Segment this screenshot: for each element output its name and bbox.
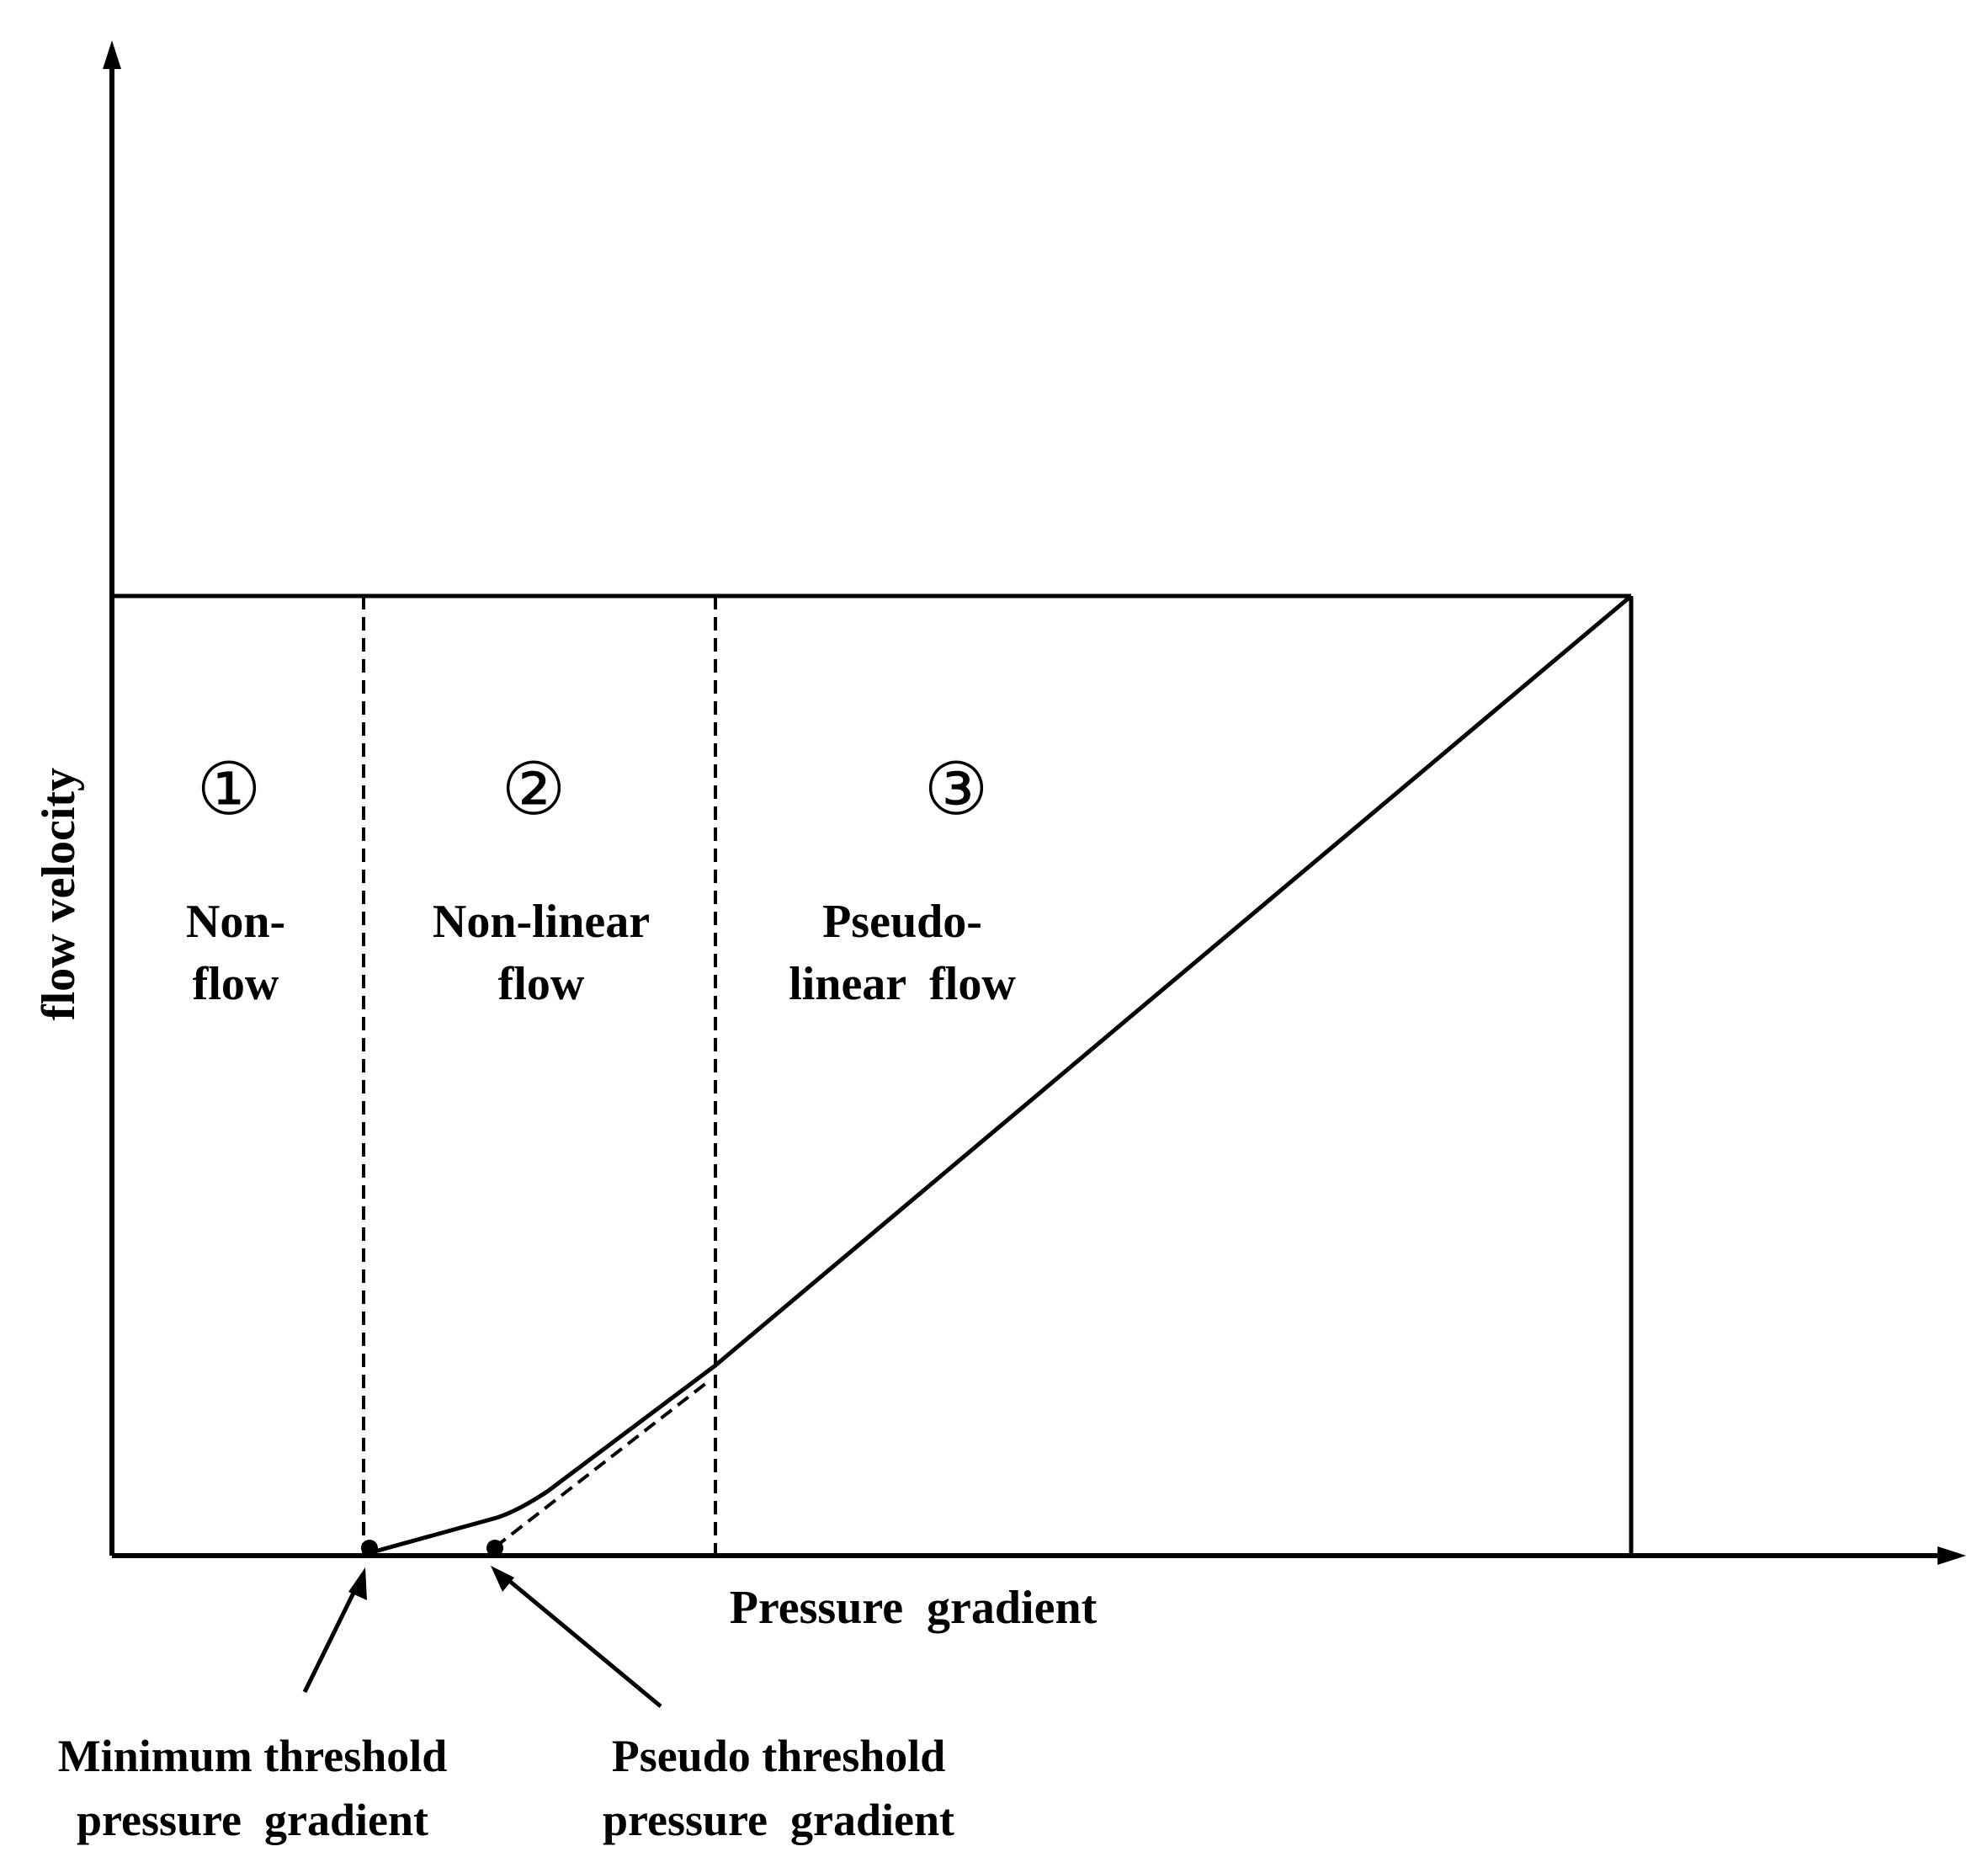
y-axis-arrowhead: [103, 40, 121, 69]
region-2-marker: ②: [501, 748, 566, 832]
pseudo-linear-extension: [493, 1379, 711, 1549]
pseudo-threshold-arrowhead: [491, 1566, 514, 1592]
region-1-label-line-2: flow: [193, 958, 279, 1010]
pseudo-threshold-arrow: [502, 1574, 662, 1708]
x-axis-arrowhead: [1938, 1546, 1966, 1565]
y-axis-label: flow velocity: [33, 768, 85, 1020]
region-3-label-line-2: linear flow: [789, 958, 1016, 1010]
region-1-label-line-1: Non-: [186, 896, 285, 948]
minimum-threshold-label-line-2: pressure gradient: [77, 1795, 428, 1845]
minimum-threshold-arrow: [302, 1581, 361, 1694]
flow-curve: [368, 594, 1633, 1556]
region-3-marker: ③: [923, 748, 988, 832]
region-2-label-line-1: Non-linear: [433, 896, 650, 948]
x-axis-label: Pressure gradient: [730, 1582, 1098, 1634]
minimum-threshold-label-line-1: Minimum threshold: [58, 1731, 448, 1781]
pseudo-threshold-label-line-2: pressure gradient: [603, 1795, 954, 1845]
pseudo-threshold-point: [486, 1540, 503, 1556]
minimum-threshold-point: [361, 1540, 378, 1556]
pseudo-threshold-label-line-1: Pseudo threshold: [612, 1731, 946, 1781]
region-2-label-line-2: flow: [498, 958, 585, 1010]
region-1-marker: ①: [196, 748, 261, 832]
minimum-threshold-arrowhead: [348, 1567, 367, 1600]
region-3-label-line-1: Pseudo-: [822, 896, 982, 948]
